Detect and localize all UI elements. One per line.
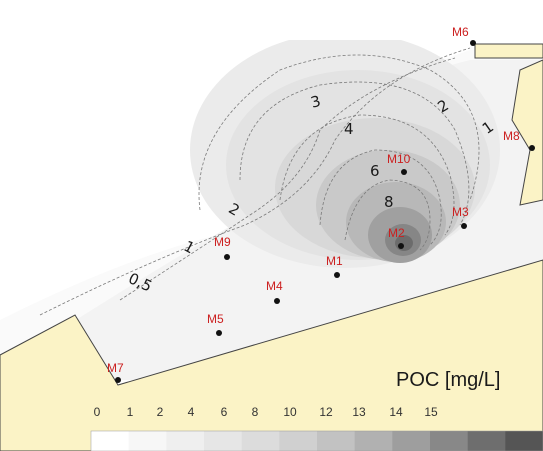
site-m8[interactable]: M8 [503,129,535,151]
legend-tick-6: 10 [283,405,297,419]
legend-swatch-10 [467,431,506,451]
legend-swatches [90,430,543,451]
site-m4[interactable]: M4 [266,279,283,304]
site-m10[interactable]: M10 [387,152,411,175]
legend-tick-1: 1 [127,405,134,419]
contour-label-6: 6 [370,162,380,180]
svg-text:M5: M5 [207,312,224,326]
legend-swatch-1 [128,431,167,451]
upper-land [118,0,543,40]
svg-text:M8: M8 [503,129,520,143]
legend-swatch-7 [354,431,393,451]
svg-text:M4: M4 [266,279,283,293]
legend-swatch-8 [392,431,431,451]
svg-text:M9: M9 [214,235,231,249]
legend-swatch-0 [91,431,130,451]
site-m2[interactable]: M2 [388,226,405,249]
svg-text:M3: M3 [452,205,469,219]
svg-text:M6: M6 [452,25,469,39]
svg-text:M1: M1 [326,254,343,268]
contour-label-4: 4 [344,120,354,138]
legend-border [90,430,543,451]
legend-tick-3: 4 [188,405,195,419]
contour-bands [0,32,543,380]
coastline [0,259,543,451]
legend-tick-8: 13 [352,405,366,419]
pier [474,43,543,59]
contour-label-8: 8 [384,193,394,211]
color-legend: 0 1 2 4 6 8 10 12 13 14 15 [90,405,543,451]
svg-text:M7: M7 [107,361,124,375]
legend-swatch-11 [505,431,543,451]
legend-swatch-5 [279,431,318,451]
sampling-sites: M1 M2 M3 M4 M5 M6 M7 M8 [107,25,535,383]
unit-label: POC [mg/L] [396,369,500,391]
svg-text:M10: M10 [387,152,411,166]
svg-text:M2: M2 [388,226,405,240]
site-m1[interactable]: M1 [326,254,343,278]
legend-tick-9: 14 [389,405,403,419]
site-m6[interactable]: M6 [452,25,476,46]
legend-tick-0: 0 [94,405,101,419]
site-m9[interactable]: M9 [214,235,231,260]
site-m3[interactable]: M3 [452,205,469,229]
legend-tick-2: 2 [157,405,164,419]
legend-tick-labels: 0 1 2 4 6 8 10 12 13 14 15 [94,405,438,419]
legend-tick-10: 15 [424,405,438,419]
legend-tick-7: 12 [319,405,333,419]
legend-swatch-6 [317,431,356,451]
legend-tick-5: 8 [252,405,259,419]
legend-tick-4: 6 [221,405,228,419]
legend-swatch-4 [241,431,280,451]
contour-label-3: 3 [309,92,323,112]
legend-swatch-2 [166,431,205,451]
site-m7[interactable]: M7 [107,361,124,383]
contour-lines [39,47,480,316]
legend-swatch-3 [204,431,243,451]
legend-swatch-9 [430,431,469,451]
site-m5[interactable]: M5 [207,312,224,336]
